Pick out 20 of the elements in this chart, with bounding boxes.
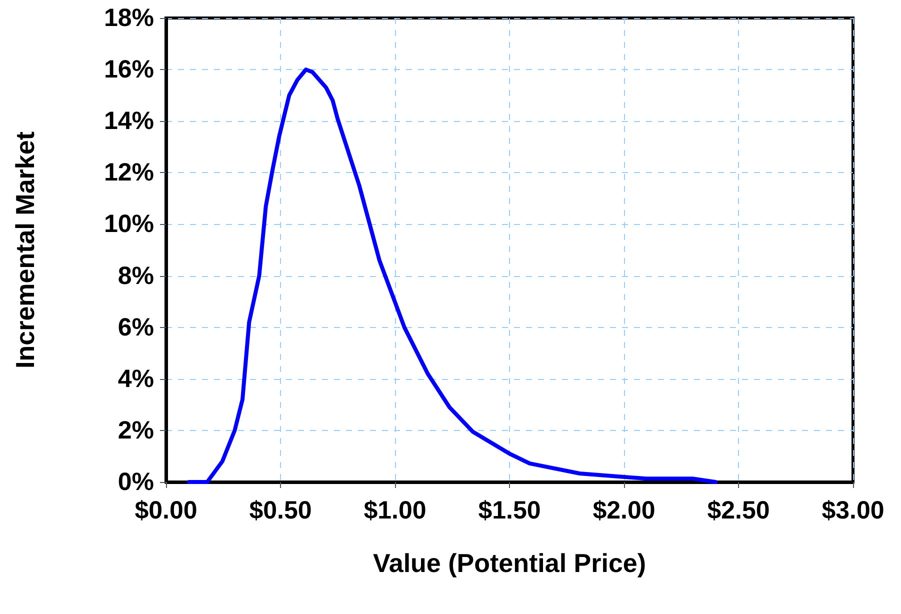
x-tick-label: $0.00 bbox=[134, 496, 198, 524]
y-axis-title: Incremental Market bbox=[10, 131, 40, 368]
y-tick-label: 14% bbox=[104, 107, 154, 136]
x-tick-label: $0.50 bbox=[249, 496, 312, 524]
x-tick-label: $2.00 bbox=[592, 496, 656, 524]
x-tick-label: $2.50 bbox=[707, 496, 770, 524]
y-tick-label: 6% bbox=[118, 313, 154, 342]
y-tick-label: 10% bbox=[104, 210, 154, 238]
y-tick-label: 12% bbox=[104, 158, 154, 187]
y-tick-label: 4% bbox=[118, 364, 154, 393]
x-tick-label: $1.00 bbox=[364, 496, 426, 524]
x-tick-label: $3.00 bbox=[822, 496, 884, 524]
y-tick-label: 0% bbox=[118, 468, 154, 496]
y-tick-label: 8% bbox=[118, 262, 154, 290]
x-tick-label: $1.50 bbox=[478, 496, 541, 524]
x-axis-title: Value (Potential Price) bbox=[372, 548, 646, 578]
y-tick-label: 16% bbox=[104, 56, 154, 84]
line-series bbox=[186, 68, 718, 484]
y-tick-label: 2% bbox=[118, 416, 154, 444]
y-tick-label: 18% bbox=[104, 4, 154, 32]
